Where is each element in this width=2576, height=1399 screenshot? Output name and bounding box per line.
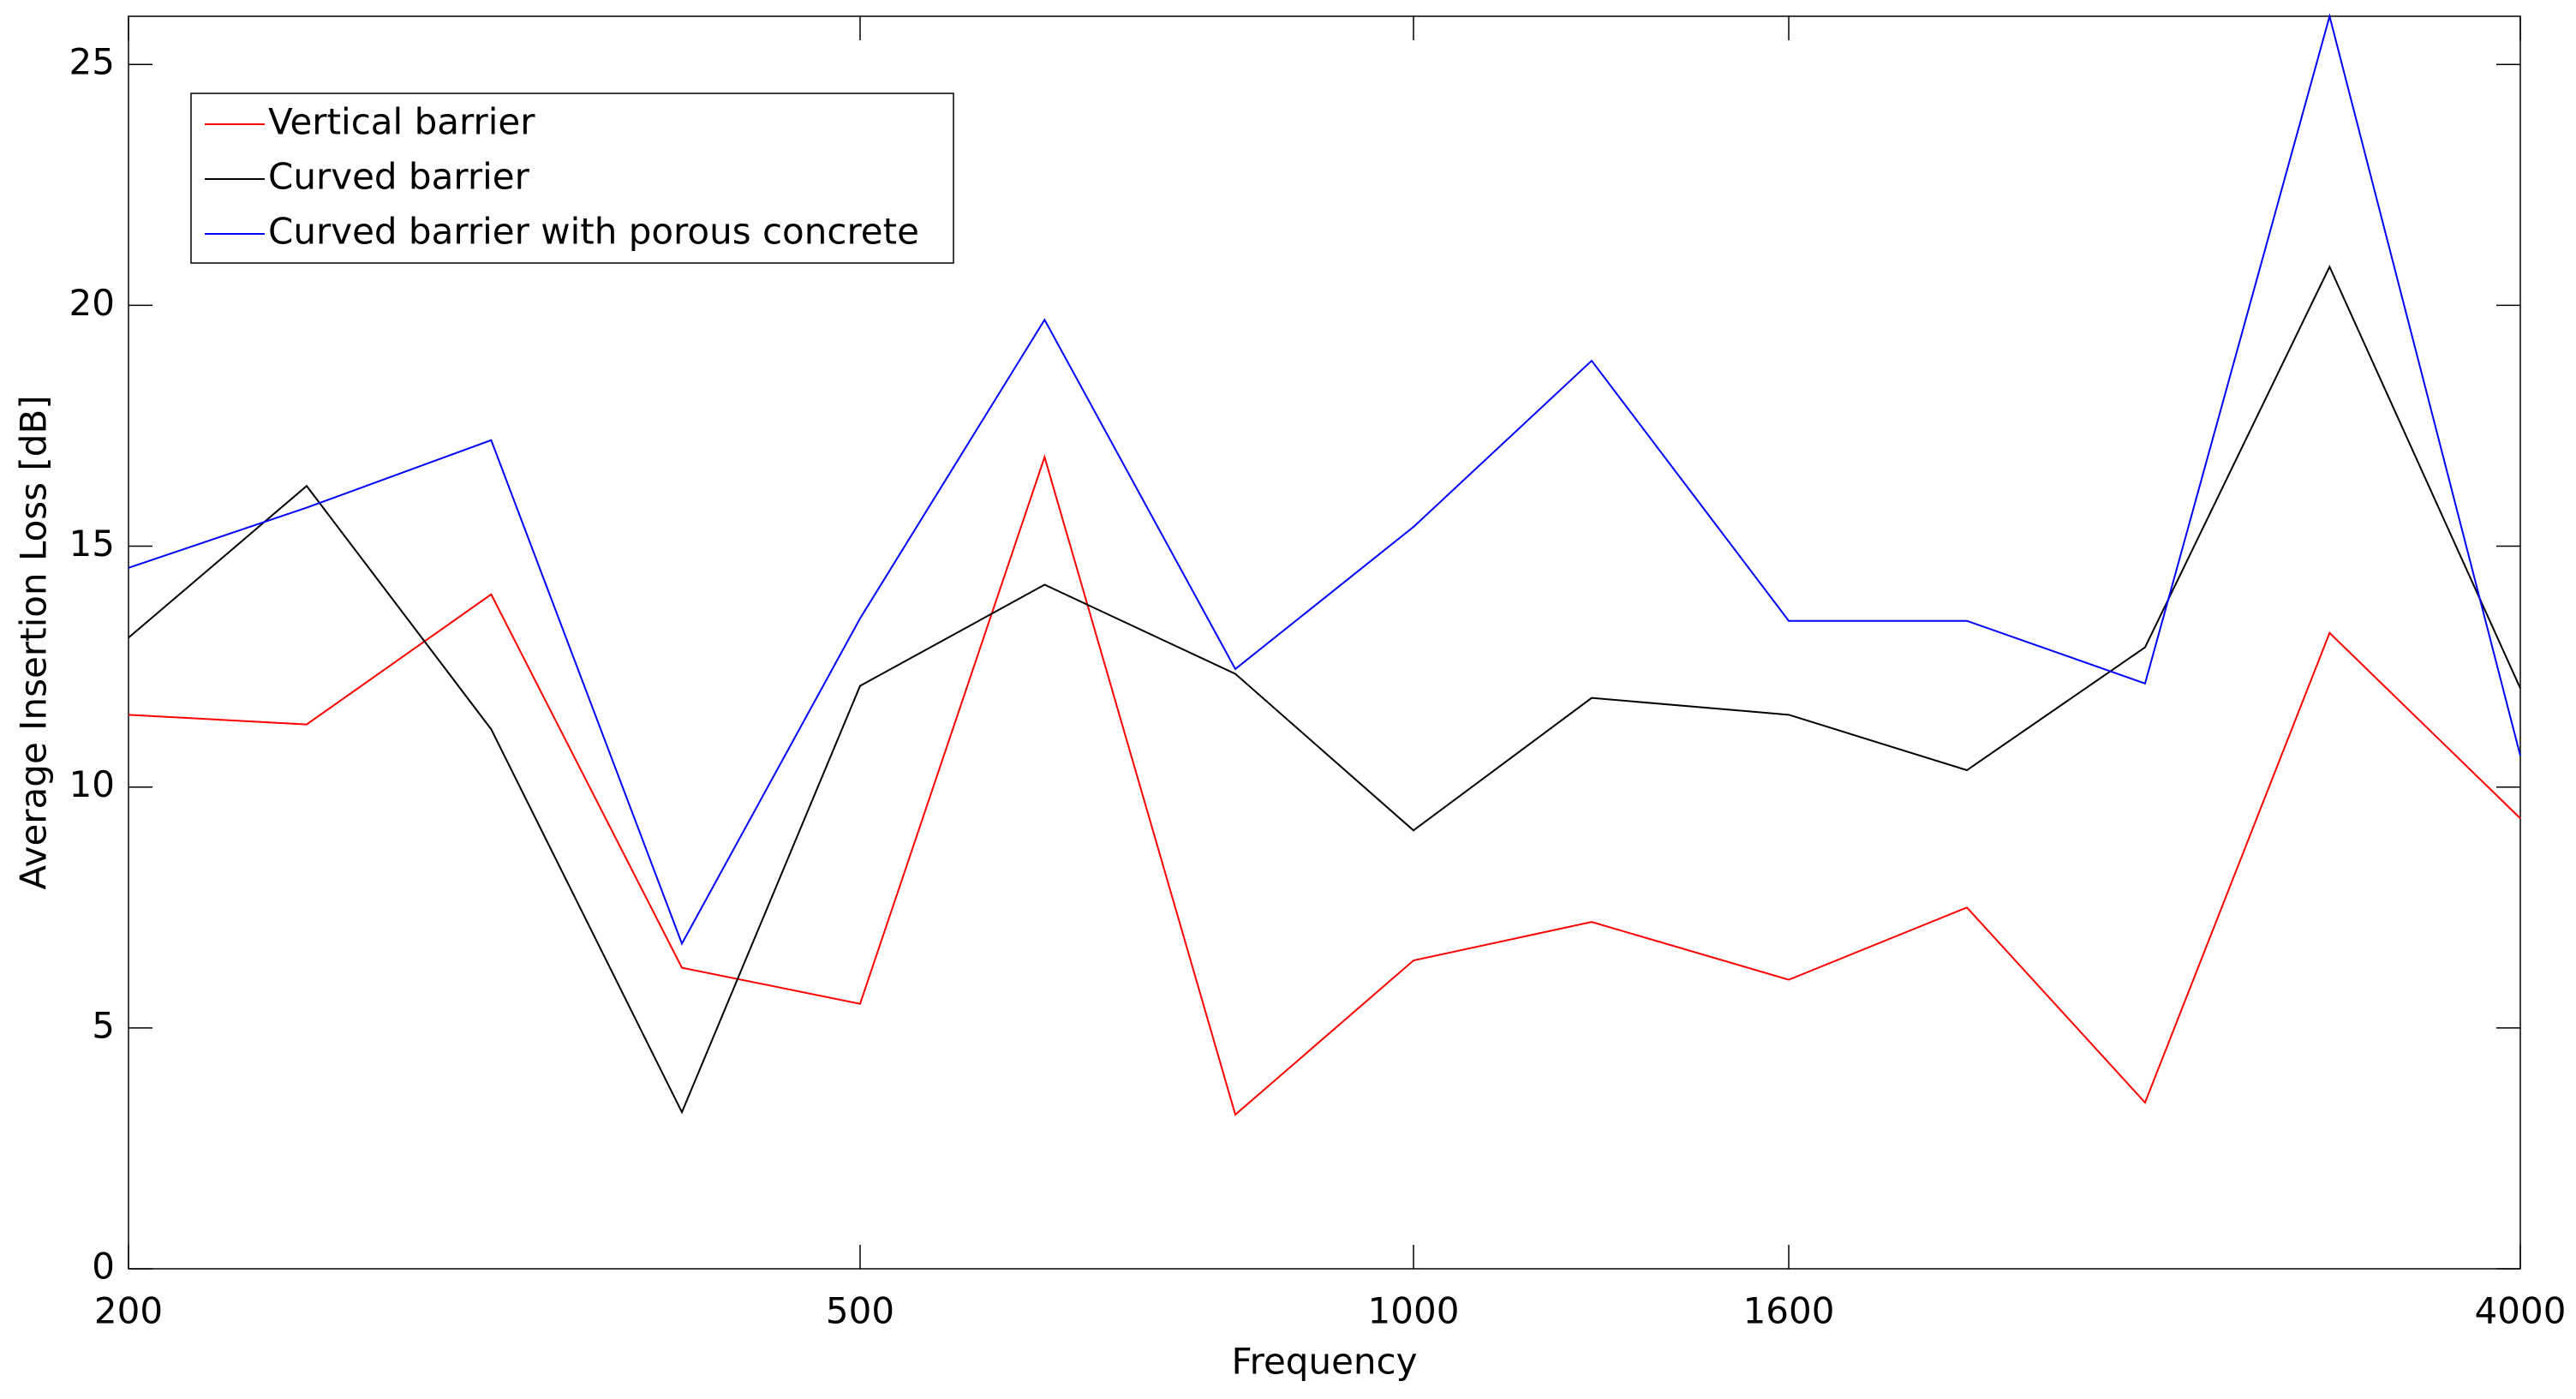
y-tick-label: 20: [69, 282, 115, 324]
legend-label: Vertical barrier: [268, 101, 535, 143]
x-tick-label: 200: [94, 1290, 163, 1332]
plot-frame: [128, 15, 2521, 1270]
y-tick-label: 15: [69, 523, 115, 565]
legend-label: Curved barrier: [268, 156, 530, 198]
legend-box: [190, 93, 954, 264]
x-axis-label: Frequency: [1232, 1341, 1418, 1383]
legend-label: Curved barrier with porous concrete: [268, 211, 919, 253]
y-tick-label: 0: [92, 1246, 115, 1288]
series-line: [128, 13, 2521, 946]
x-tick-label: 1000: [1368, 1290, 1460, 1332]
y-tick-label: 5: [92, 1004, 115, 1046]
y-tick-label: 25: [69, 41, 115, 83]
series-line: [128, 265, 2521, 1115]
y-tick-label: 10: [69, 763, 115, 805]
x-tick-label: 500: [826, 1290, 894, 1332]
series-line: [128, 454, 2521, 1116]
x-tick-label: 4000: [2475, 1290, 2567, 1332]
y-axis-label: Average Insertion Loss [dB]: [13, 395, 55, 889]
x-tick-label: 1600: [1743, 1290, 1835, 1332]
